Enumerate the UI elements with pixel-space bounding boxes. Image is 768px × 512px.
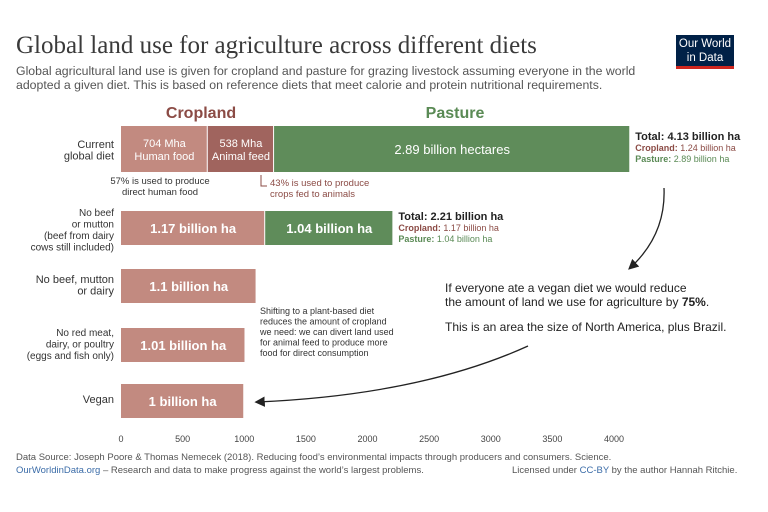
bar-label-2-cropland: 1.1 billion ha (149, 279, 229, 294)
x-tick-4000: 4000 (604, 434, 624, 444)
bar-label-1-cropland: 1.17 billion ha (150, 221, 237, 236)
license-note: Licensed under CC-BY by the author Hanna… (512, 465, 737, 476)
x-tick-3500: 3500 (542, 434, 562, 444)
bar-label-0-pasture: 2.89 billion hectares (394, 142, 510, 157)
owid-site-link[interactable]: OurWorldinData.org (16, 465, 101, 476)
legend-pasture: Pasture (426, 105, 485, 122)
bar-0-pasture (274, 126, 630, 172)
total-cropland-0: Cropland: 1.24 billion ha (635, 143, 736, 153)
legend-cropland: Cropland (166, 105, 236, 122)
vegan-claim-line-2: the amount of land we use for agricultur… (445, 295, 709, 309)
license-suffix: by the author Hannah Ritchie. (609, 465, 738, 476)
logo-line-2: in Data (686, 52, 724, 64)
x-tick-1500: 1500 (296, 434, 316, 444)
total-cropland-1: Cropland: 1.17 billion ha (398, 223, 499, 233)
annotation-animal-feed: 43% is used to produce crops fed to anima… (270, 178, 369, 200)
category-label-3: No red meat, dairy, or poultry (eggs and f… (27, 328, 114, 362)
bar-label-1-pasture: 1.04 billion ha (286, 221, 373, 236)
bar-2-cropland (121, 269, 256, 303)
bar-label-0-animal_feed: 538 Mha Animal feed (212, 138, 270, 163)
license-prefix: Licensed under (512, 465, 580, 476)
arrow-to-vegan-claim (628, 187, 665, 270)
arrow-to-vegan-bar (254, 345, 529, 407)
site-tagline: – Research and data to make progress aga… (100, 465, 424, 476)
annotation-bracket (260, 175, 267, 187)
vegan-claim-line-1: If everyone ate a vegan diet we would re… (445, 281, 687, 295)
total-label-1: Total: 2.21 billion ha (398, 211, 504, 223)
bar-0-human_food (121, 126, 207, 172)
category-label-4: Vegan (83, 394, 114, 406)
bar-0-animal_feed (207, 126, 274, 172)
chart-subtitle: Global agricultural land use is given fo… (16, 64, 636, 92)
total-label-0: Total: 4.13 billion ha (635, 131, 741, 143)
total-pasture-0: Pasture: 2.89 billion ha (635, 154, 729, 164)
x-tick-3000: 3000 (481, 434, 501, 444)
site-footer: OurWorldinData.org – Research and data t… (16, 465, 424, 476)
x-tick-500: 500 (175, 434, 190, 444)
owid-logo[interactable]: Our World in Data (676, 35, 734, 69)
category-label-2: No beef, mutton or dairy (36, 274, 115, 298)
total-pasture-1: Pasture: 1.04 billion ha (398, 234, 492, 244)
vegan-claim-line-3: This is an area the size of North Americ… (445, 320, 726, 334)
bar-1-pasture (265, 211, 393, 245)
bar-1-cropland (121, 211, 265, 245)
logo-line-1: Our World (678, 38, 732, 50)
annotation-shift: Shifting to a plant-based diet reduces th… (259, 306, 394, 358)
category-label-1: No beef or mutton (beef from dairy cows sti… (31, 208, 115, 254)
x-tick-1000: 1000 (234, 434, 254, 444)
x-tick-2000: 2000 (357, 434, 377, 444)
license-link[interactable]: CC-BY (579, 465, 609, 476)
x-tick-2500: 2500 (419, 434, 439, 444)
data-source-note: Data Source: Joseph Poore & Thomas Nemec… (16, 452, 612, 463)
x-tick-0: 0 (118, 434, 123, 444)
bar-label-3-cropland: 1.01 billion ha (140, 338, 227, 353)
bar-4-cropland (121, 384, 244, 418)
bar-label-0-human_food: 704 Mha Human food (134, 138, 194, 163)
category-label-0: Current global diet (64, 139, 114, 163)
bar-label-4-cropland: 1 billion ha (149, 394, 218, 409)
bar-3-cropland (121, 328, 245, 362)
chart-title: Global land use for agriculture across d… (16, 32, 537, 59)
annotation-human-food: 57% is used to produce direct human food (110, 176, 209, 198)
